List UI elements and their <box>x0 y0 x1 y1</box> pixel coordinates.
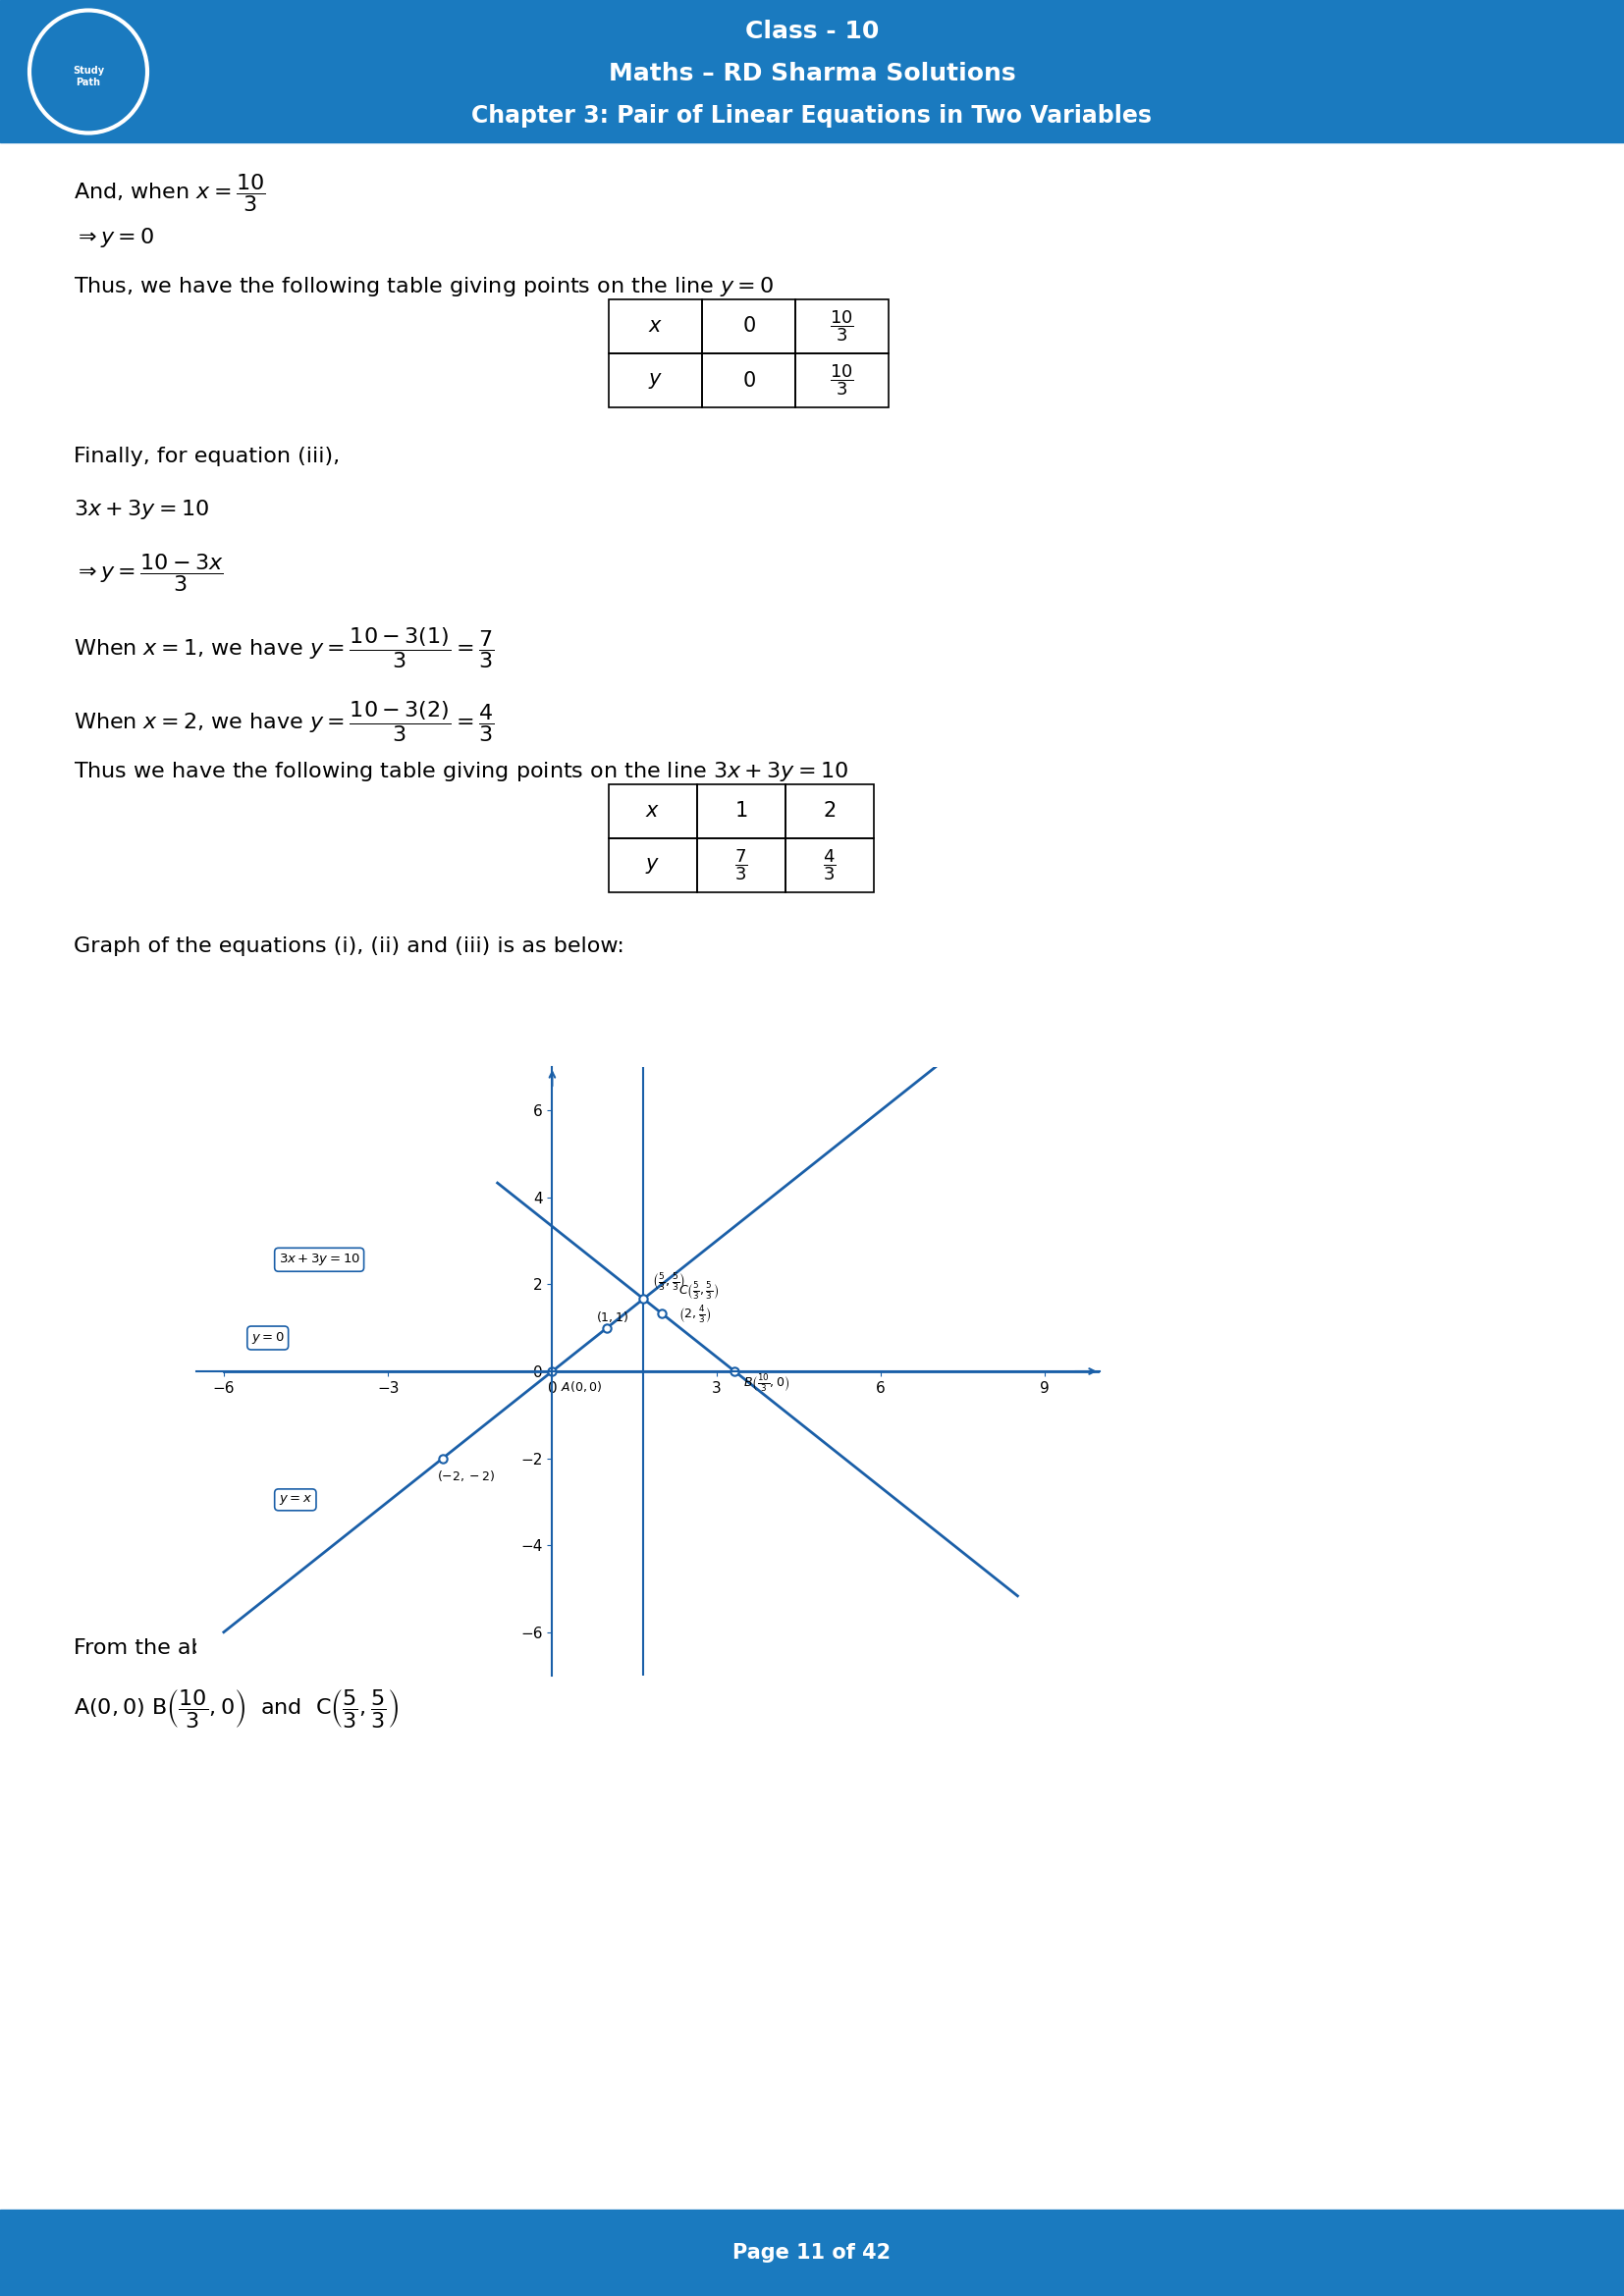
Text: $\dfrac{10}{3}$: $\dfrac{10}{3}$ <box>830 363 854 397</box>
Bar <box>609 785 697 838</box>
Text: $y$: $y$ <box>648 370 663 390</box>
Text: $\dfrac{7}{3}$: $\dfrac{7}{3}$ <box>734 847 749 882</box>
Text: $(-2, -2)$: $(-2, -2)$ <box>437 1467 495 1483</box>
Text: $y = 0$: $y = 0$ <box>252 1329 284 1345</box>
Bar <box>697 785 786 838</box>
Text: Page 11 of 42: Page 11 of 42 <box>732 2243 892 2262</box>
Text: $0$: $0$ <box>742 317 755 335</box>
Text: $x$: $x$ <box>645 801 661 822</box>
Bar <box>702 298 796 354</box>
Bar <box>609 298 702 354</box>
Text: $3x + 3y = 10$: $3x + 3y = 10$ <box>278 1251 361 1267</box>
Text: $\text{A}(0,0)$ $\text{B}\left(\dfrac{10}{3}, 0\right)$  and  $\text{C}\left(\df: $\text{A}(0,0)$ $\text{B}\left(\dfrac{10… <box>73 1688 398 1729</box>
Text: $\dfrac{4}{3}$: $\dfrac{4}{3}$ <box>823 847 836 882</box>
Text: When $x = 2$, we have $y = \dfrac{10 - 3(2)}{3} = \dfrac{4}{3}$: When $x = 2$, we have $y = \dfrac{10 - 3… <box>73 698 494 744</box>
Text: $\Rightarrow y = 0$: $\Rightarrow y = 0$ <box>73 225 154 250</box>
Bar <box>796 298 888 354</box>
Text: $\Rightarrow y = \dfrac{10 - 3x}{3}$: $\Rightarrow y = \dfrac{10 - 3x}{3}$ <box>73 551 224 595</box>
Text: Finally, for equation (iii),: Finally, for equation (iii), <box>73 448 339 466</box>
Text: Class - 10: Class - 10 <box>745 21 879 44</box>
Bar <box>0 0 1624 142</box>
Text: When $x = 1$, we have $y = \dfrac{10 - 3(1)}{3} = \dfrac{7}{3}$: When $x = 1$, we have $y = \dfrac{10 - 3… <box>73 625 494 670</box>
Text: $1$: $1$ <box>734 801 749 822</box>
Text: $C\left(\frac{5}{3}, \frac{5}{3}\right)$: $C\left(\frac{5}{3}, \frac{5}{3}\right)$ <box>679 1281 718 1302</box>
Text: $x$: $x$ <box>648 317 663 335</box>
Text: $\left(\frac{5}{3}, \frac{5}{3}\right)$: $\left(\frac{5}{3}, \frac{5}{3}\right)$ <box>651 1272 685 1293</box>
Bar <box>702 354 796 406</box>
Text: $y$: $y$ <box>645 856 661 875</box>
Text: Study
Path: Study Path <box>73 67 104 87</box>
Text: $\left(2, \frac{4}{3}\right)$: $\left(2, \frac{4}{3}\right)$ <box>679 1304 711 1325</box>
Text: Thus we have the following table giving points on the line $3x + 3y = 10$: Thus we have the following table giving … <box>73 760 849 783</box>
Bar <box>609 354 702 406</box>
Text: Chapter 3: Pair of Linear Equations in Two Variables: Chapter 3: Pair of Linear Equations in T… <box>473 103 1151 129</box>
Text: From the above graph, we observe that the lines taken in pairs intersect at poin: From the above graph, we observe that th… <box>73 1639 970 1658</box>
Text: $2$: $2$ <box>823 801 836 822</box>
Bar <box>0 2209 1624 2296</box>
Text: $0$: $0$ <box>742 370 755 390</box>
Bar <box>786 785 874 838</box>
Bar <box>796 354 888 406</box>
Text: Thus, we have the following table giving points on the line $y = 0$: Thus, we have the following table giving… <box>73 276 775 298</box>
Text: $A(0, 0)$: $A(0, 0)$ <box>560 1380 603 1394</box>
Text: And, when $x = \dfrac{10}{3}$: And, when $x = \dfrac{10}{3}$ <box>73 172 266 214</box>
Text: $y = x$: $y = x$ <box>278 1492 312 1506</box>
Bar <box>786 838 874 893</box>
Text: $3x + 3y = 10$: $3x + 3y = 10$ <box>73 498 209 521</box>
Bar <box>697 838 786 893</box>
Bar <box>609 838 697 893</box>
Text: Graph of the equations (i), (ii) and (iii) is as below:: Graph of the equations (i), (ii) and (ii… <box>73 937 624 955</box>
Text: $(1, 1)$: $(1, 1)$ <box>596 1309 628 1325</box>
Text: $B\left(\frac{10}{3}, 0\right)$: $B\left(\frac{10}{3}, 0\right)$ <box>742 1373 789 1394</box>
Text: $\dfrac{10}{3}$: $\dfrac{10}{3}$ <box>830 310 854 344</box>
Text: Maths – RD Sharma Solutions: Maths – RD Sharma Solutions <box>609 62 1015 85</box>
